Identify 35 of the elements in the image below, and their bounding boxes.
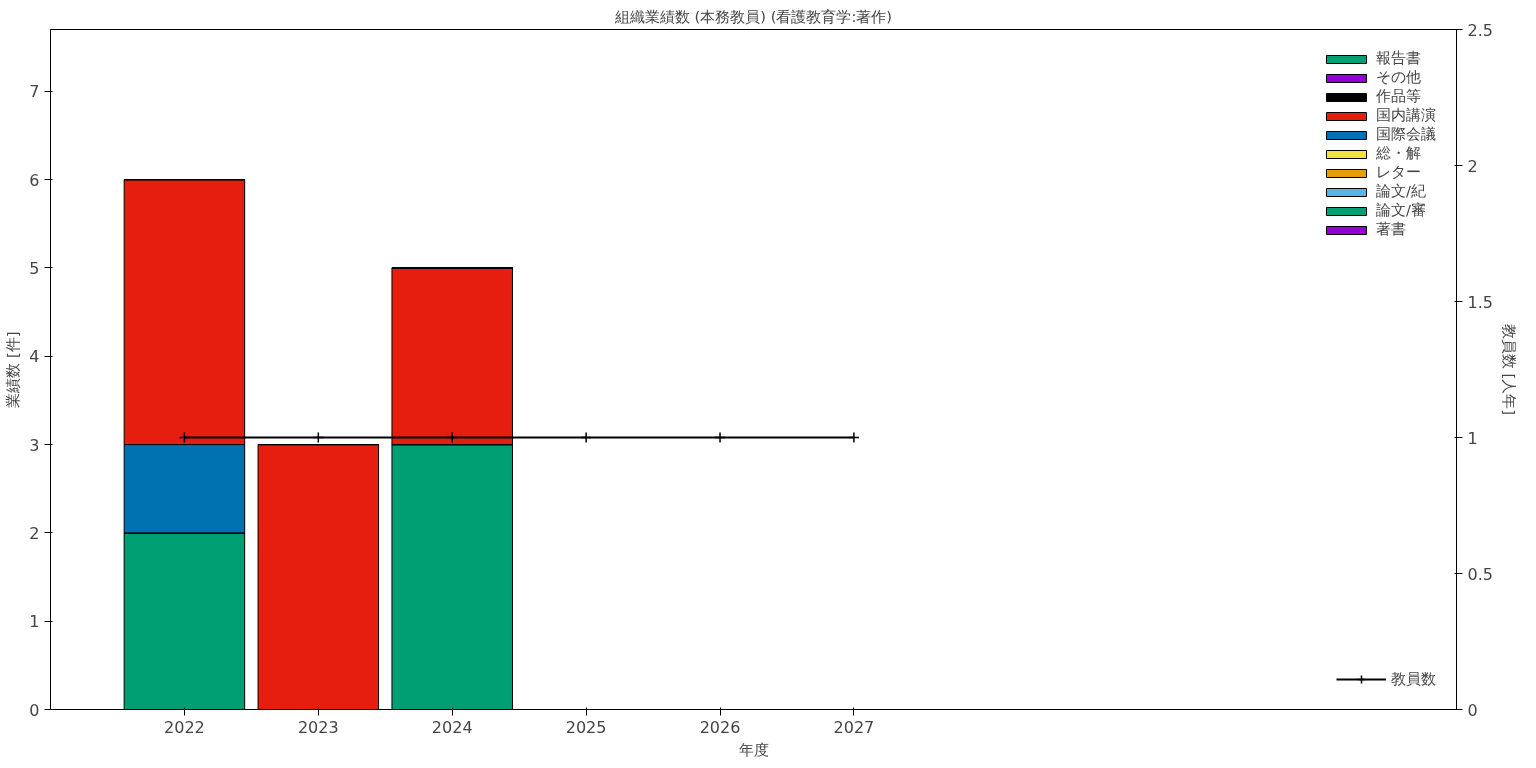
y-tick-label: 0 (29, 700, 40, 720)
y-tick-label: 4 (29, 347, 40, 367)
y2-tick-label: 0.5 (1467, 564, 1493, 584)
legend-label: 教員数 (1391, 669, 1436, 689)
y2-tick-label: 2 (1467, 156, 1478, 176)
legend-label: 国際会議 (1376, 125, 1436, 144)
y2-axis-title: 教員数 [人年] (1500, 323, 1518, 416)
chart-title: 組織業績数 (本務教員) (看護教育学:著作) (613, 7, 893, 25)
y-tick-label: 3 (29, 435, 40, 455)
legend-label: 総・解 (1376, 144, 1421, 163)
x-tick-label: 2025 (565, 717, 607, 737)
legend-label: 国内講演 (1376, 106, 1436, 125)
y-tick-label: 1 (29, 612, 40, 632)
y-tick-label: 2 (29, 523, 40, 543)
x-tick-label: 2023 (297, 717, 339, 737)
y-tick-label: 6 (29, 170, 40, 190)
x-tick-label: 2022 (164, 717, 205, 737)
legend-label: 論文/審 (1376, 201, 1426, 220)
x-tick-label: 2026 (699, 717, 741, 737)
y-tick-label: 7 (29, 82, 40, 102)
x-tick-label: 2027 (833, 717, 875, 737)
legend-label: 論文/紀 (1376, 182, 1426, 201)
y2-tick-label: 0 (1467, 700, 1478, 720)
legend-label: レター (1376, 163, 1421, 182)
y2-tick-label: 1.5 (1467, 292, 1493, 312)
legend-label: その他 (1376, 68, 1421, 87)
y-tick-label: 5 (29, 258, 40, 278)
legend-label: 著書 (1376, 220, 1406, 239)
legend-label: 報告書 (1376, 49, 1421, 68)
y-axis-title: 業績数 [件] (4, 331, 22, 408)
x-tick-label: 2024 (431, 717, 473, 737)
y2-tick-label: 2.5 (1467, 20, 1493, 40)
legend-label: 作品等 (1376, 87, 1421, 106)
y2-tick-label: 1 (1467, 428, 1478, 448)
x-axis-title: 年度 (738, 740, 769, 758)
